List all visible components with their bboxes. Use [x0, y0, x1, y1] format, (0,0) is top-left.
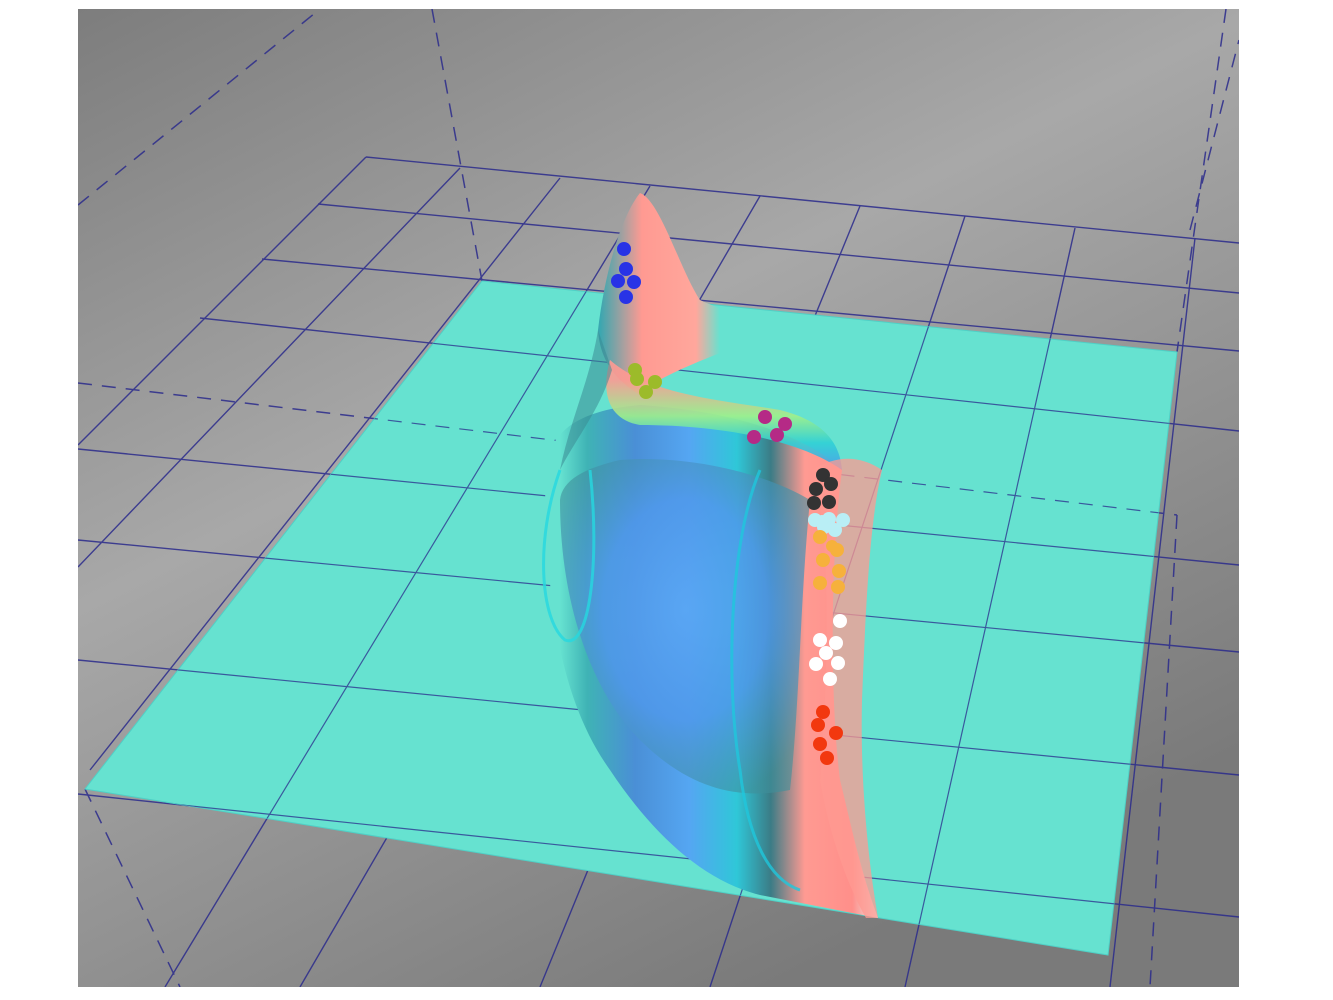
- right-margin: [1239, 0, 1333, 1000]
- magenta-cluster: [747, 410, 792, 444]
- left-margin: [0, 0, 78, 1000]
- point-clusters: [611, 242, 850, 765]
- orange-cluster: [813, 530, 846, 594]
- black-cluster: [807, 468, 838, 510]
- white-cluster: [809, 614, 847, 686]
- bottom-margin: [0, 987, 1333, 1000]
- red-cluster: [811, 705, 843, 765]
- top-margin: [0, 0, 1333, 9]
- surface-deformation: [542, 193, 882, 918]
- olive-cluster: [628, 363, 662, 399]
- blue-cluster: [611, 242, 641, 304]
